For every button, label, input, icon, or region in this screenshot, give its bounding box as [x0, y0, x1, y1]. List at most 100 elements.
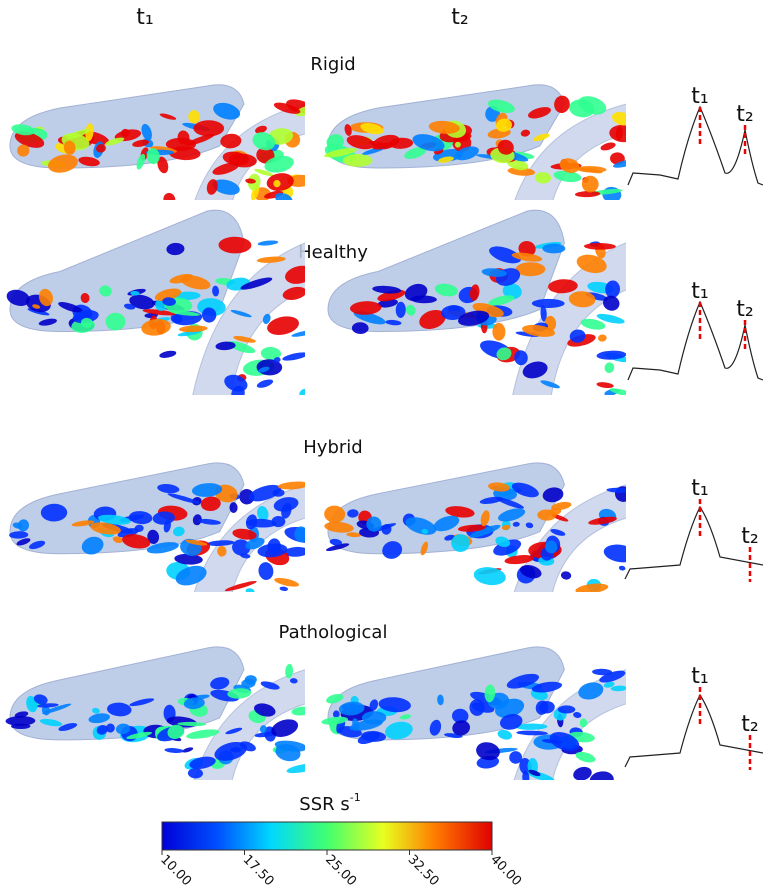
column-header: t₁ — [136, 5, 153, 30]
marker-label: t₁ — [691, 279, 708, 304]
flow-structure — [507, 167, 536, 176]
flow-structure — [142, 309, 176, 316]
flow-structure — [63, 140, 76, 155]
flow-structure — [246, 518, 277, 528]
flow-structure — [347, 509, 359, 518]
colorbar-tick-label: 10.00 — [157, 852, 194, 889]
marker-label: t₂ — [741, 712, 758, 737]
flow-structure — [603, 681, 615, 688]
flow-structure — [575, 751, 596, 763]
flow-structure — [233, 336, 256, 343]
flow-structure — [489, 246, 522, 264]
flow-structure — [90, 522, 121, 535]
flow-structure — [457, 524, 486, 532]
flow-structure — [428, 120, 460, 134]
flow-structure — [512, 521, 520, 527]
flow-structure — [191, 483, 223, 497]
flow-structure — [609, 124, 626, 143]
flow-structure — [206, 540, 235, 546]
flow-structure — [126, 731, 153, 740]
flow-structure — [41, 705, 51, 716]
flow-structure — [484, 684, 496, 703]
flow-structure — [344, 124, 352, 136]
flow-structure — [560, 571, 572, 580]
flow-structure — [248, 484, 282, 502]
flow-structure — [399, 714, 412, 720]
flow-structure — [469, 284, 480, 301]
flow-structure — [258, 562, 274, 580]
flow-structure — [405, 304, 416, 316]
flow-render — [5, 646, 305, 780]
flow-structure — [164, 748, 184, 753]
flow-structure — [215, 341, 236, 351]
flow-structure — [178, 325, 208, 333]
flow-structure — [146, 148, 160, 165]
flow-structure — [81, 536, 104, 555]
flow-structure — [576, 254, 607, 274]
flow-structure — [107, 702, 132, 717]
flow-structure — [554, 95, 570, 113]
flow-structure — [32, 304, 41, 309]
flow-structure — [33, 694, 48, 705]
flow-render — [321, 646, 626, 780]
flow-structure — [72, 309, 99, 324]
flow-structure — [271, 719, 299, 737]
vessel — [192, 242, 305, 395]
flow-structure — [438, 156, 454, 163]
colorbar-title-superscript: -1 — [350, 791, 361, 804]
flow-structure — [262, 313, 271, 324]
flow-structure — [609, 388, 626, 395]
flow-structure — [58, 301, 83, 313]
flow-structure — [479, 496, 504, 504]
flow-structure — [515, 723, 548, 730]
flow-structure — [542, 487, 564, 503]
flow-structure — [10, 723, 31, 729]
flow-structure — [40, 503, 68, 522]
flow-structure — [575, 583, 609, 592]
flow-structure — [14, 131, 45, 148]
flow-structure — [472, 302, 504, 318]
flow-structure — [481, 268, 508, 277]
flow-structure — [372, 285, 402, 294]
flow-structure — [579, 167, 603, 174]
marker-label: t₂ — [736, 297, 753, 322]
waveform-line — [627, 300, 764, 381]
flow-structure — [549, 507, 562, 516]
flow-structure — [419, 309, 446, 329]
flow-structure — [452, 720, 470, 736]
flow-structure — [169, 310, 200, 316]
flow-structure — [395, 301, 406, 318]
flow-structure — [245, 537, 265, 550]
flow-structure — [259, 725, 267, 734]
flow-structure — [28, 540, 46, 550]
flow-structure — [267, 316, 299, 335]
flow-structure — [332, 710, 340, 718]
flow-structure — [213, 102, 241, 120]
flow-structure — [122, 534, 151, 549]
row-label: Pathological — [279, 622, 388, 643]
flow-structure — [192, 514, 202, 526]
flow-structure — [285, 663, 294, 679]
flow-structure — [254, 703, 276, 717]
flow-structure — [441, 305, 466, 320]
row-label: Hybrid — [303, 437, 362, 458]
flow-structure — [480, 510, 490, 527]
flow-structure — [496, 347, 512, 361]
flow-structure — [224, 374, 248, 392]
flow-structure — [618, 565, 626, 571]
flow-structure — [287, 174, 305, 187]
flow-structure — [187, 768, 203, 779]
flow-structure — [175, 565, 207, 586]
flow-structure — [85, 123, 94, 142]
flow-structure — [548, 279, 578, 294]
flow-structure — [600, 142, 616, 151]
flow-structure — [361, 711, 387, 725]
flow-structure — [285, 265, 305, 284]
flow-structure — [58, 723, 78, 731]
ventricle — [9, 646, 245, 741]
flow-structure — [405, 517, 437, 535]
waveform: t₁ t₂ — [624, 664, 764, 770]
flow-structure — [92, 707, 100, 714]
flow-structure — [260, 346, 282, 360]
flow-structure — [540, 380, 560, 389]
